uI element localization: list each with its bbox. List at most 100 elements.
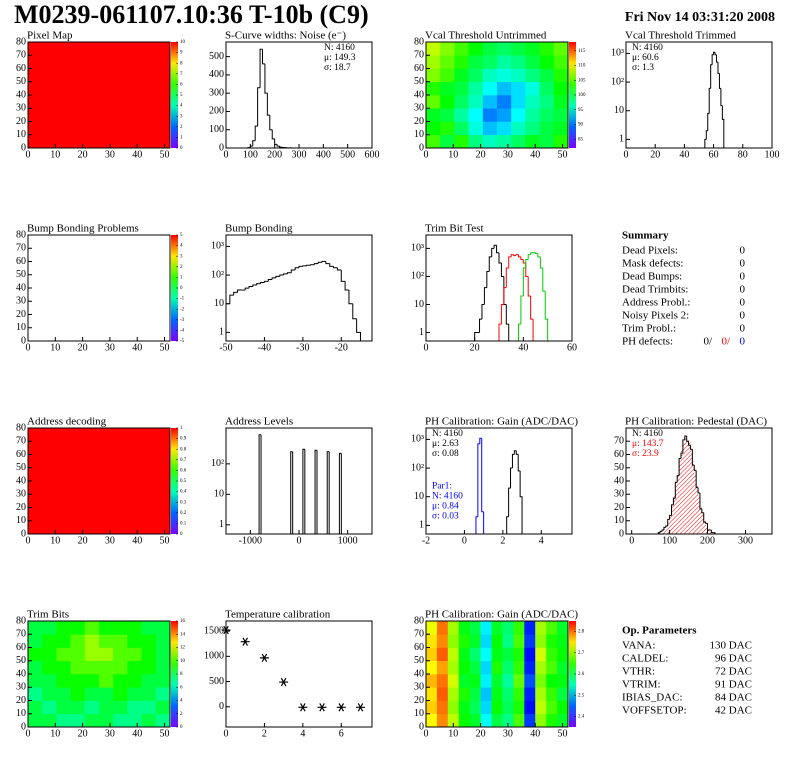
hist-bin: [254, 125, 258, 141]
heat-cell: [535, 674, 547, 688]
heat-cell: [535, 713, 547, 728]
x-tick-label: 60: [567, 342, 577, 353]
y-tick-label: 20: [614, 502, 624, 513]
heat-cell: [84, 621, 100, 635]
hist-bin: [701, 508, 704, 514]
heat-cell: [482, 95, 498, 109]
hist-bin: [669, 514, 672, 520]
color-bar: [171, 621, 178, 727]
star-point: [279, 677, 289, 687]
heat-cell: [56, 660, 71, 675]
hist-bin: [710, 64, 713, 89]
summary-value: 0/: [703, 336, 713, 348]
heat-cell: [491, 634, 503, 648]
hist-bar: [707, 528, 710, 534]
heat-cell: [525, 81, 540, 96]
y-tick-label: 1500: [204, 625, 224, 636]
hist-bin: [699, 492, 702, 510]
star-point: [317, 703, 327, 712]
heat-cell: [469, 621, 481, 635]
x-tick-label: 0: [26, 342, 31, 353]
y-tick-label: 40: [16, 668, 26, 679]
hist-bin: [707, 112, 710, 131]
z-tick-label: 5: [180, 233, 183, 238]
hist-bin: [522, 259, 526, 264]
heat-cell: [458, 674, 470, 688]
hist-bin: [710, 530, 714, 534]
y-tick-label: 10: [16, 322, 26, 333]
panel-title: S-Curve widths: Noise (e⁻): [225, 30, 346, 42]
x-tick-label: 0: [297, 535, 302, 546]
y-tick-label: 40: [16, 475, 26, 486]
heat-cell: [525, 95, 540, 109]
heat-cell: [525, 108, 540, 122]
z-tick-label: 7: [180, 72, 183, 77]
heat-cell: [155, 700, 171, 715]
heat-cell: [468, 68, 484, 83]
heat-cell: [436, 700, 449, 715]
heat-cell: [469, 674, 481, 688]
hist-bin: [279, 274, 284, 277]
y-tick-label: 30: [16, 296, 26, 307]
x-tick-label: 50: [558, 728, 568, 739]
hist-bar: [711, 532, 714, 534]
hist-bin: [498, 252, 502, 264]
heat-cell: [511, 134, 526, 149]
panel: Address decoding 0 0.1 0.2 0.3 0.4 0.5 0.6 0.7 0.…: [16, 416, 187, 547]
heat-cell: [113, 700, 128, 715]
x-tick-label: 20: [476, 728, 486, 739]
panel-title: Bump Bonding Problems: [27, 223, 139, 235]
hist-bin: [500, 303, 504, 325]
heat-cell: [440, 121, 455, 136]
heat-cell: [469, 634, 481, 648]
hist-bar: [692, 461, 695, 534]
y-tick-label: 30: [16, 682, 26, 693]
panel-title: Address Levels: [225, 416, 293, 428]
hist-bin: [491, 247, 495, 257]
heat-cell: [458, 634, 470, 648]
summary-label: Dead Pixels:: [622, 245, 678, 257]
z-tick-label: 10: [180, 659, 186, 664]
hist-bin: [225, 303, 230, 341]
summary-label: Address Probl.:: [622, 297, 690, 309]
heat-cell: [426, 95, 441, 109]
heat-cell: [480, 713, 492, 728]
hist-bar: [673, 495, 676, 534]
heat-cell: [84, 713, 100, 728]
heat-cell: [454, 42, 469, 56]
plot-marks: [657, 435, 719, 535]
heat-cell: [557, 700, 569, 715]
hist-bin: [306, 264, 311, 266]
heat-cell: [99, 621, 114, 635]
panel-title: Vcal Threshold Trimmed: [625, 30, 737, 42]
y-tick-label: 0: [219, 142, 224, 153]
hist-bin: [705, 522, 708, 524]
summary-value: 0: [740, 336, 746, 348]
z-tick-label: 3: [180, 114, 183, 119]
hist-bin: [720, 88, 723, 107]
op-value: 72 DAC: [715, 666, 752, 678]
summary-value: 0: [740, 258, 746, 270]
heat-cell: [447, 687, 460, 701]
hist-bar: [684, 438, 687, 534]
heat-cell: [155, 660, 171, 675]
x-tick-label: -30: [296, 342, 309, 353]
x-tick-label: 300: [292, 149, 307, 160]
panel-title: Trim Bit Test: [425, 223, 484, 235]
heat-cell: [436, 647, 449, 662]
heat-cell: [491, 674, 503, 688]
hist-bin: [508, 487, 511, 517]
y-tick-label: 0: [21, 335, 26, 346]
summary: Summary Dead Pixels: 0 Mask defects: 0 D…: [622, 230, 746, 348]
heat-cell: [502, 674, 514, 688]
panel: Vcal Threshold Untrimmed8590951001051101…: [414, 30, 586, 161]
x-tick-label: 50: [558, 149, 568, 160]
hist-bin: [317, 261, 323, 264]
x-tick-label: 100: [662, 535, 677, 546]
y-tick-label: 40: [614, 475, 624, 486]
heat-cell: [56, 647, 71, 662]
heat-cell: [426, 674, 438, 688]
y-tick-label: 80: [16, 422, 26, 433]
z-tick-label: 100: [578, 93, 586, 98]
hist-bin: [233, 291, 238, 296]
